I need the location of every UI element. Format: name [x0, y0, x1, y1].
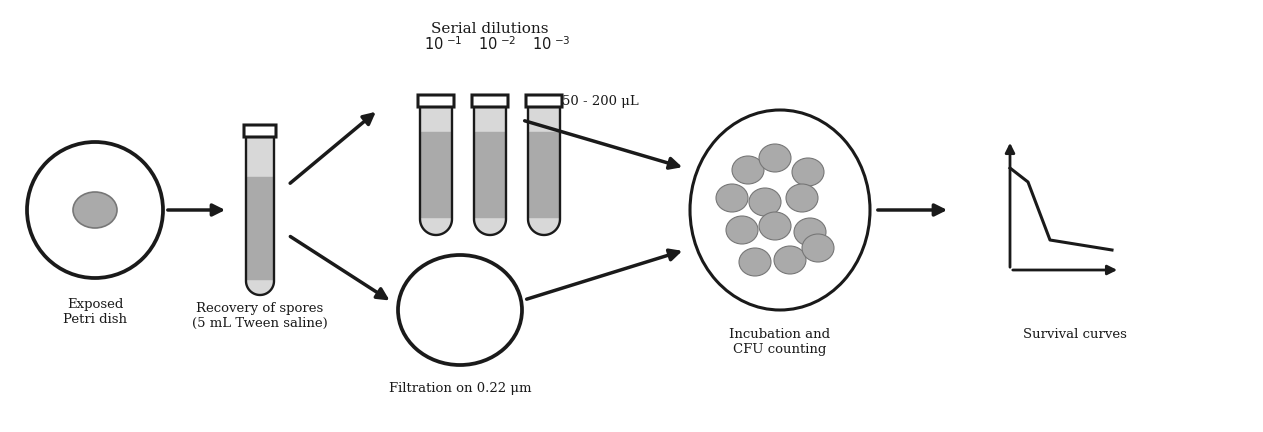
Polygon shape [528, 107, 560, 235]
FancyBboxPatch shape [244, 125, 277, 137]
Polygon shape [248, 177, 273, 279]
Ellipse shape [749, 188, 781, 216]
Ellipse shape [739, 248, 770, 276]
Ellipse shape [759, 212, 791, 240]
Ellipse shape [794, 218, 826, 246]
Ellipse shape [73, 192, 117, 228]
Ellipse shape [802, 234, 834, 262]
Polygon shape [475, 132, 505, 217]
Text: Recovery of spores
(5 mL Tween saline): Recovery of spores (5 mL Tween saline) [192, 302, 328, 330]
Ellipse shape [792, 158, 823, 186]
Text: Incubation and
CFU counting: Incubation and CFU counting [730, 328, 831, 356]
Ellipse shape [726, 216, 758, 244]
Ellipse shape [774, 246, 806, 274]
Text: $-1$: $-1$ [446, 34, 462, 46]
Text: Filtration on 0.22 μm: Filtration on 0.22 μm [389, 382, 532, 395]
Ellipse shape [786, 184, 818, 212]
Text: $10$: $10$ [424, 36, 443, 52]
Text: Serial dilutions: Serial dilutions [431, 22, 548, 36]
Polygon shape [421, 132, 451, 217]
Text: 50 - 200 μL: 50 - 200 μL [562, 95, 638, 108]
Polygon shape [474, 107, 506, 235]
Ellipse shape [690, 110, 870, 310]
FancyBboxPatch shape [472, 95, 508, 107]
FancyBboxPatch shape [418, 95, 453, 107]
Text: $10$: $10$ [479, 36, 498, 52]
Text: Survival curves: Survival curves [1023, 328, 1127, 341]
Polygon shape [421, 107, 452, 235]
Text: $10$: $10$ [532, 36, 552, 52]
Ellipse shape [398, 255, 522, 365]
Polygon shape [529, 132, 560, 217]
Polygon shape [246, 137, 274, 295]
Ellipse shape [716, 184, 748, 212]
Ellipse shape [759, 144, 791, 172]
Text: $-2$: $-2$ [500, 34, 517, 46]
Text: $-3$: $-3$ [554, 34, 571, 46]
Text: Exposed
Petri dish: Exposed Petri dish [63, 298, 128, 326]
FancyBboxPatch shape [525, 95, 562, 107]
Ellipse shape [733, 156, 764, 184]
